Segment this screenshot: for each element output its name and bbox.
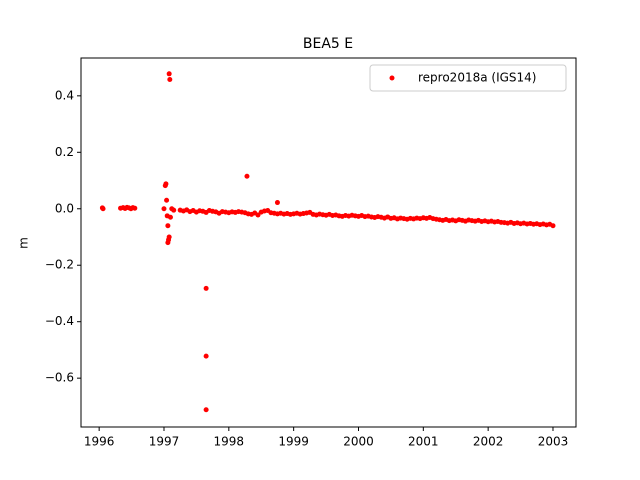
x-tick-label: 2002 xyxy=(473,435,504,449)
point xyxy=(167,214,173,220)
point xyxy=(165,223,171,229)
point xyxy=(171,207,177,213)
x-tick-label: 2000 xyxy=(343,435,374,449)
legend-marker xyxy=(389,75,395,81)
y-tick-label: −0.4 xyxy=(45,314,74,328)
y-axis-label: m xyxy=(17,237,31,249)
x-tick-label: 1999 xyxy=(278,435,309,449)
point xyxy=(166,234,172,240)
point xyxy=(203,285,209,291)
x-tick-label: 2001 xyxy=(408,435,439,449)
point xyxy=(255,212,261,218)
y-tick-label: 0.4 xyxy=(55,88,74,102)
point xyxy=(203,353,209,359)
point xyxy=(550,223,556,229)
y-tick-label: −0.2 xyxy=(45,258,74,272)
x-tick-label: 2003 xyxy=(538,435,569,449)
x-tick-label: 1996 xyxy=(84,435,115,449)
x-tick-label: 1997 xyxy=(149,435,180,449)
point xyxy=(132,205,138,211)
point xyxy=(163,181,169,187)
point xyxy=(203,407,209,413)
x-tick-label: 1998 xyxy=(214,435,245,449)
plot-frame xyxy=(80,57,577,428)
y-tick-label: 0.0 xyxy=(55,201,74,215)
point xyxy=(244,173,250,179)
point xyxy=(167,76,173,82)
point xyxy=(274,200,280,206)
point xyxy=(100,206,106,212)
y-tick-label: −0.6 xyxy=(45,371,74,385)
y-tick-label: 0.2 xyxy=(55,145,74,159)
legend-box xyxy=(369,64,567,92)
legend-label: repro2018a (IGS14) xyxy=(418,71,536,85)
point xyxy=(161,206,167,212)
point xyxy=(164,197,170,203)
point xyxy=(166,71,172,77)
chart-title: BEA5 E xyxy=(303,36,353,52)
